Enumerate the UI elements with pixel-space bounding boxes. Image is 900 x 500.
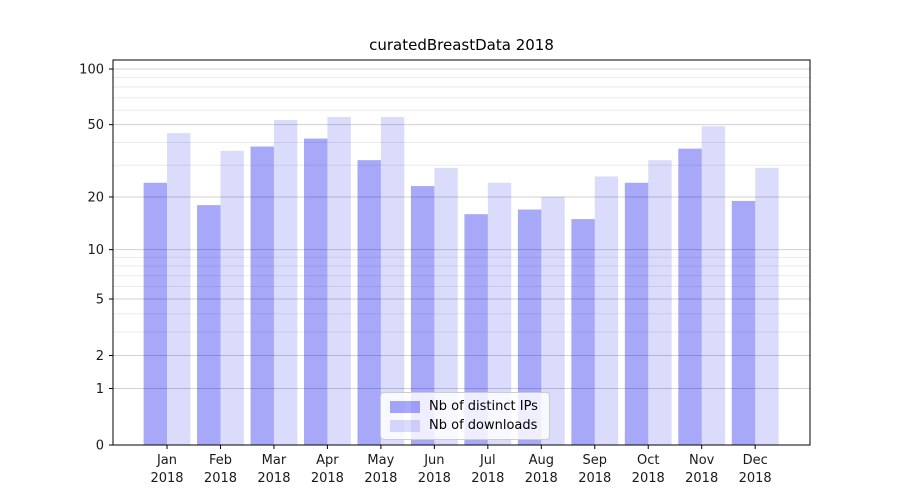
x-tick-label-month: Apr [316, 453, 339, 468]
x-tick-label-month: Mar [262, 453, 287, 468]
y-tick-label: 10 [87, 243, 104, 258]
x-tick-label-year: 2018 [204, 471, 237, 486]
x-tick-label-year: 2018 [471, 471, 504, 486]
x-tick-label-month: Aug [529, 453, 554, 468]
x-tick-label-year: 2018 [525, 471, 558, 486]
x-tick-label-year: 2018 [578, 471, 611, 486]
x-tick-label-year: 2018 [632, 471, 665, 486]
legend-swatch-distinct-ips [390, 400, 420, 413]
x-tick-label-year: 2018 [311, 471, 344, 486]
legend: Nb of distinct IPs Nb of downloads [380, 392, 550, 440]
bar-ips-aug [517, 209, 542, 445]
x-tick-label-year: 2018 [739, 471, 772, 486]
y-tick-label: 50 [87, 118, 104, 133]
y-tick-label: 1 [96, 382, 104, 397]
plot-border [112, 59, 811, 446]
x-tick-label-month: Nov [689, 453, 715, 468]
legend-label-downloads: Nb of downloads [429, 418, 538, 433]
bar-ips-may [357, 160, 381, 446]
bar-ips-mar [250, 146, 274, 445]
bar-ips-dec [731, 200, 756, 445]
x-tick-label-month: Dec [743, 453, 768, 468]
legend-row-distinct-ips: Nb of distinct IPs [390, 399, 538, 414]
x-tick-label-month: Jul [479, 453, 496, 468]
bar-ips-sep [571, 219, 595, 445]
bar-ips-feb [197, 205, 221, 445]
bar-downloads-aug [541, 196, 565, 445]
x-tick-label-month: Jan [156, 453, 177, 468]
bar-downloads-mar [273, 120, 298, 445]
bar-downloads-may [380, 117, 405, 446]
y-tick-label: 20 [87, 190, 104, 205]
legend-label-distinct-ips: Nb of distinct IPs [429, 399, 538, 414]
bar-ips-jun [410, 186, 435, 445]
bar-downloads-apr [327, 117, 351, 446]
bar-ips-jul [464, 214, 488, 445]
bar-ips-apr [304, 138, 328, 445]
x-tick-label-month: Sep [583, 453, 608, 468]
y-tick-label: 0 [96, 439, 104, 454]
x-tick-label-year: 2018 [364, 471, 397, 486]
x-tick-label-month: Feb [209, 453, 232, 468]
x-tick-label-month: Oct [637, 453, 659, 468]
bar-downloads-feb [220, 150, 244, 445]
bar-ips-nov [678, 148, 702, 445]
bar-ips-oct [624, 182, 649, 445]
bar-downloads-sep [594, 176, 619, 446]
x-tick-label-year: 2018 [418, 471, 451, 486]
y-tick-label: 100 [79, 62, 104, 77]
legend-swatch-downloads [390, 419, 420, 432]
x-tick-label-month: Jun [423, 453, 444, 468]
bar-downloads-jun [434, 167, 458, 445]
chart-title: curatedBreastData 2018 [369, 36, 554, 54]
bar-downloads-nov [701, 126, 726, 445]
bar-downloads-jul [487, 182, 512, 445]
bar-downloads-oct [648, 160, 672, 446]
x-tick-label-year: 2018 [685, 471, 718, 486]
legend-row-downloads: Nb of downloads [390, 418, 538, 433]
bar-ips-jan [143, 182, 167, 445]
bar-downloads-jan [167, 133, 191, 445]
y-tick-label: 2 [96, 349, 104, 364]
bar-downloads-dec [755, 167, 779, 445]
x-tick-label-month: May [367, 453, 394, 468]
x-tick-label-year: 2018 [257, 471, 290, 486]
x-tick-label-year: 2018 [150, 471, 183, 486]
y-tick-label: 5 [96, 293, 104, 308]
